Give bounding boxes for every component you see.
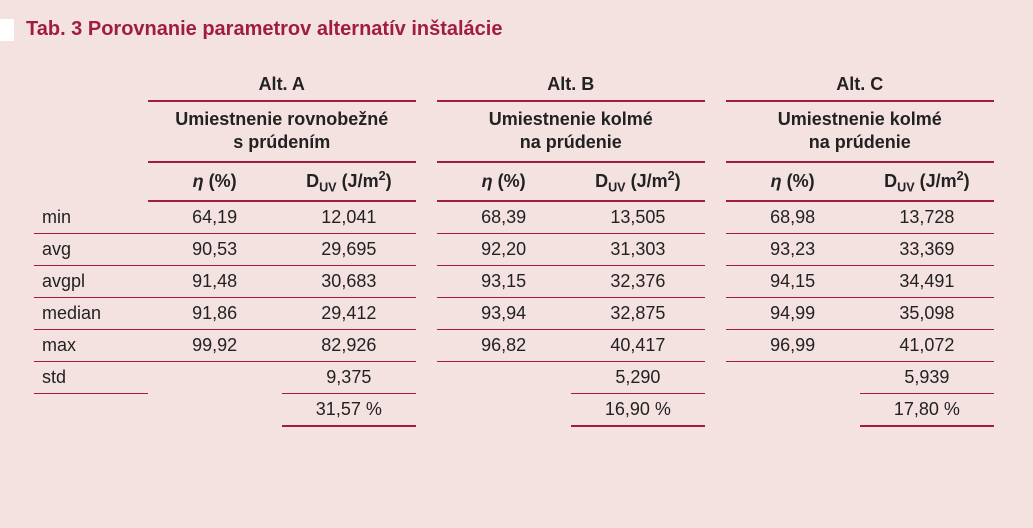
cell: 96,99	[726, 330, 860, 362]
row-label: min	[34, 201, 148, 234]
cell: 94,15	[726, 266, 860, 298]
header-row-desc: Umiestnenie rovnobežné s prúdením Umiest…	[34, 101, 994, 162]
sub-duv-b: DUV (J/m2)	[571, 162, 705, 202]
col-desc-c: Umiestnenie kolmé na prúdenie	[726, 101, 994, 162]
row-label: max	[34, 330, 148, 362]
col-desc-a-l2: s prúdením	[233, 132, 330, 152]
cell: 96,82	[437, 330, 571, 362]
col-header-alt-a: Alt. A	[148, 69, 416, 101]
cell: 9,375	[282, 362, 416, 394]
cell: 29,412	[282, 298, 416, 330]
col-desc-b-l1: Umiestnenie kolmé	[489, 109, 653, 129]
cell: 93,23	[726, 234, 860, 266]
col-desc-c-l1: Umiestnenie kolmé	[778, 109, 942, 129]
cell: 30,683	[282, 266, 416, 298]
table-row-pct: 31,57 % 16,90 % 17,80 %	[34, 394, 994, 427]
sub-duv-a: DUV (J/m2)	[282, 162, 416, 202]
cell: 5,939	[860, 362, 994, 394]
title-row: Tab. 3 Porovnanie parametrov alternatív …	[0, 0, 1033, 41]
sub-eta-b: η (%)	[437, 162, 571, 202]
title-marker-icon	[0, 19, 14, 41]
table-row: avgpl 91,48 30,683 93,15 32,376 94,15 34…	[34, 266, 994, 298]
cell: 93,94	[437, 298, 571, 330]
cell: 31,303	[571, 234, 705, 266]
sub-duv-c: DUV (J/m2)	[860, 162, 994, 202]
row-label: avg	[34, 234, 148, 266]
cell-pct: 17,80 %	[860, 394, 994, 427]
cell: 32,875	[571, 298, 705, 330]
cell: 90,53	[148, 234, 282, 266]
cell-pct: 16,90 %	[571, 394, 705, 427]
col-header-alt-b: Alt. B	[437, 69, 705, 101]
cell: 12,041	[282, 201, 416, 234]
cell: 29,695	[282, 234, 416, 266]
header-row-sub: η (%) DUV (J/m2) η (%) DUV (J/m2) η (%) …	[34, 162, 994, 202]
table-panel: Tab. 3 Porovnanie parametrov alternatív …	[0, 0, 1033, 528]
cell: 64,19	[148, 201, 282, 234]
table-row: avg 90,53 29,695 92,20 31,303 93,23 33,3…	[34, 234, 994, 266]
header-row-alt: Alt. A Alt. B Alt. C	[34, 69, 994, 101]
col-desc-c-l2: na prúdenie	[809, 132, 911, 152]
cell: 35,098	[860, 298, 994, 330]
comparison-table: Alt. A Alt. B Alt. C Umiestnenie rovnobe…	[34, 69, 994, 427]
cell: 41,072	[860, 330, 994, 362]
cell: 34,491	[860, 266, 994, 298]
cell: 5,290	[571, 362, 705, 394]
row-label: avgpl	[34, 266, 148, 298]
cell: 94,99	[726, 298, 860, 330]
cell: 91,48	[148, 266, 282, 298]
table-title: Tab. 3 Porovnanie parametrov alternatív …	[26, 18, 502, 41]
table-row: median 91,86 29,412 93,94 32,875 94,99 3…	[34, 298, 994, 330]
col-desc-b: Umiestnenie kolmé na prúdenie	[437, 101, 705, 162]
cell: 13,728	[860, 201, 994, 234]
cell: 68,39	[437, 201, 571, 234]
sub-eta-c: η (%)	[726, 162, 860, 202]
col-desc-b-l2: na prúdenie	[520, 132, 622, 152]
cell: 91,86	[148, 298, 282, 330]
cell: 92,20	[437, 234, 571, 266]
row-label: std	[34, 362, 148, 394]
cell: 32,376	[571, 266, 705, 298]
cell: 99,92	[148, 330, 282, 362]
row-label: median	[34, 298, 148, 330]
table-row-std: std 9,375 5,290 5,939	[34, 362, 994, 394]
cell: 93,15	[437, 266, 571, 298]
col-desc-a: Umiestnenie rovnobežné s prúdením	[148, 101, 416, 162]
cell-pct: 31,57 %	[282, 394, 416, 427]
cell: 13,505	[571, 201, 705, 234]
cell: 82,926	[282, 330, 416, 362]
col-desc-a-l1: Umiestnenie rovnobežné	[175, 109, 388, 129]
table-row: max 99,92 82,926 96,82 40,417 96,99 41,0…	[34, 330, 994, 362]
cell: 33,369	[860, 234, 994, 266]
cell: 40,417	[571, 330, 705, 362]
table-row: min 64,19 12,041 68,39 13,505 68,98 13,7…	[34, 201, 994, 234]
cell: 68,98	[726, 201, 860, 234]
sub-eta-a: η (%)	[148, 162, 282, 202]
col-header-alt-c: Alt. C	[726, 69, 994, 101]
